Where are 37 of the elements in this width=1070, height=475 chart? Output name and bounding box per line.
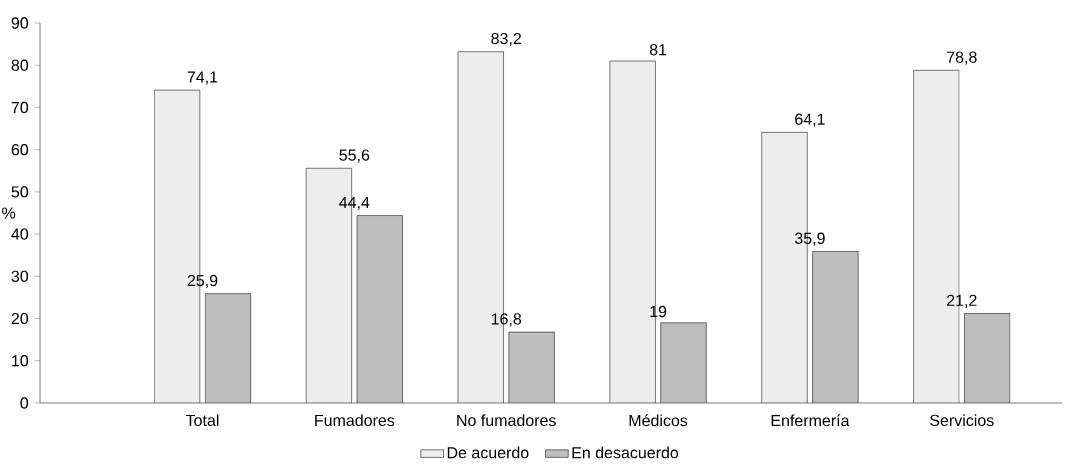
data-label: 25,9 [187, 274, 218, 289]
data-label: 19 [650, 305, 667, 318]
y-tick-label: 80 [11, 59, 29, 71]
data-label: 64,1 [795, 113, 825, 127]
data-label: 35,9 [794, 232, 825, 246]
y-tick-label: 40 [11, 228, 29, 240]
y-tick-label: 20 [11, 312, 29, 325]
data-label: 78,8 [947, 51, 977, 65]
y-tick-label: 30 [11, 270, 29, 282]
data-label: 44,4 [339, 196, 370, 210]
y-axis-title: % [2, 207, 16, 219]
data-label: 74,1 [187, 71, 218, 85]
y-tick-label: 0 [20, 397, 29, 409]
bar [660, 322, 707, 403]
data-label: 83,2 [491, 32, 521, 47]
y-tick-label: 90 [11, 17, 29, 29]
y-tick-label: 60 [11, 144, 29, 156]
y-tick-label: 50 [11, 186, 29, 198]
bar [812, 251, 859, 403]
data-label: 55,6 [339, 149, 370, 163]
data-label: 16,8 [491, 313, 522, 327]
x-tick-label: Enfermería [771, 414, 850, 427]
y-tick-label: 70 [11, 101, 29, 114]
bar [205, 293, 251, 403]
x-tick-label: No fumadores [457, 414, 556, 427]
x-tick-label: Servicios [930, 414, 994, 427]
y-tick-label: 10 [12, 355, 29, 367]
x-tick-label: Fumadores [315, 414, 395, 427]
legend-label: En desacuerdo [572, 446, 679, 459]
legend-label: De acuerdo [447, 446, 529, 459]
x-tick-label: Total [185, 414, 219, 427]
bar [964, 313, 1011, 403]
data-label: 21,2 [947, 294, 977, 308]
data-label: 81 [649, 44, 667, 56]
bar [357, 215, 403, 403]
bar [508, 332, 555, 403]
x-tick-label: Médicos [629, 414, 688, 427]
